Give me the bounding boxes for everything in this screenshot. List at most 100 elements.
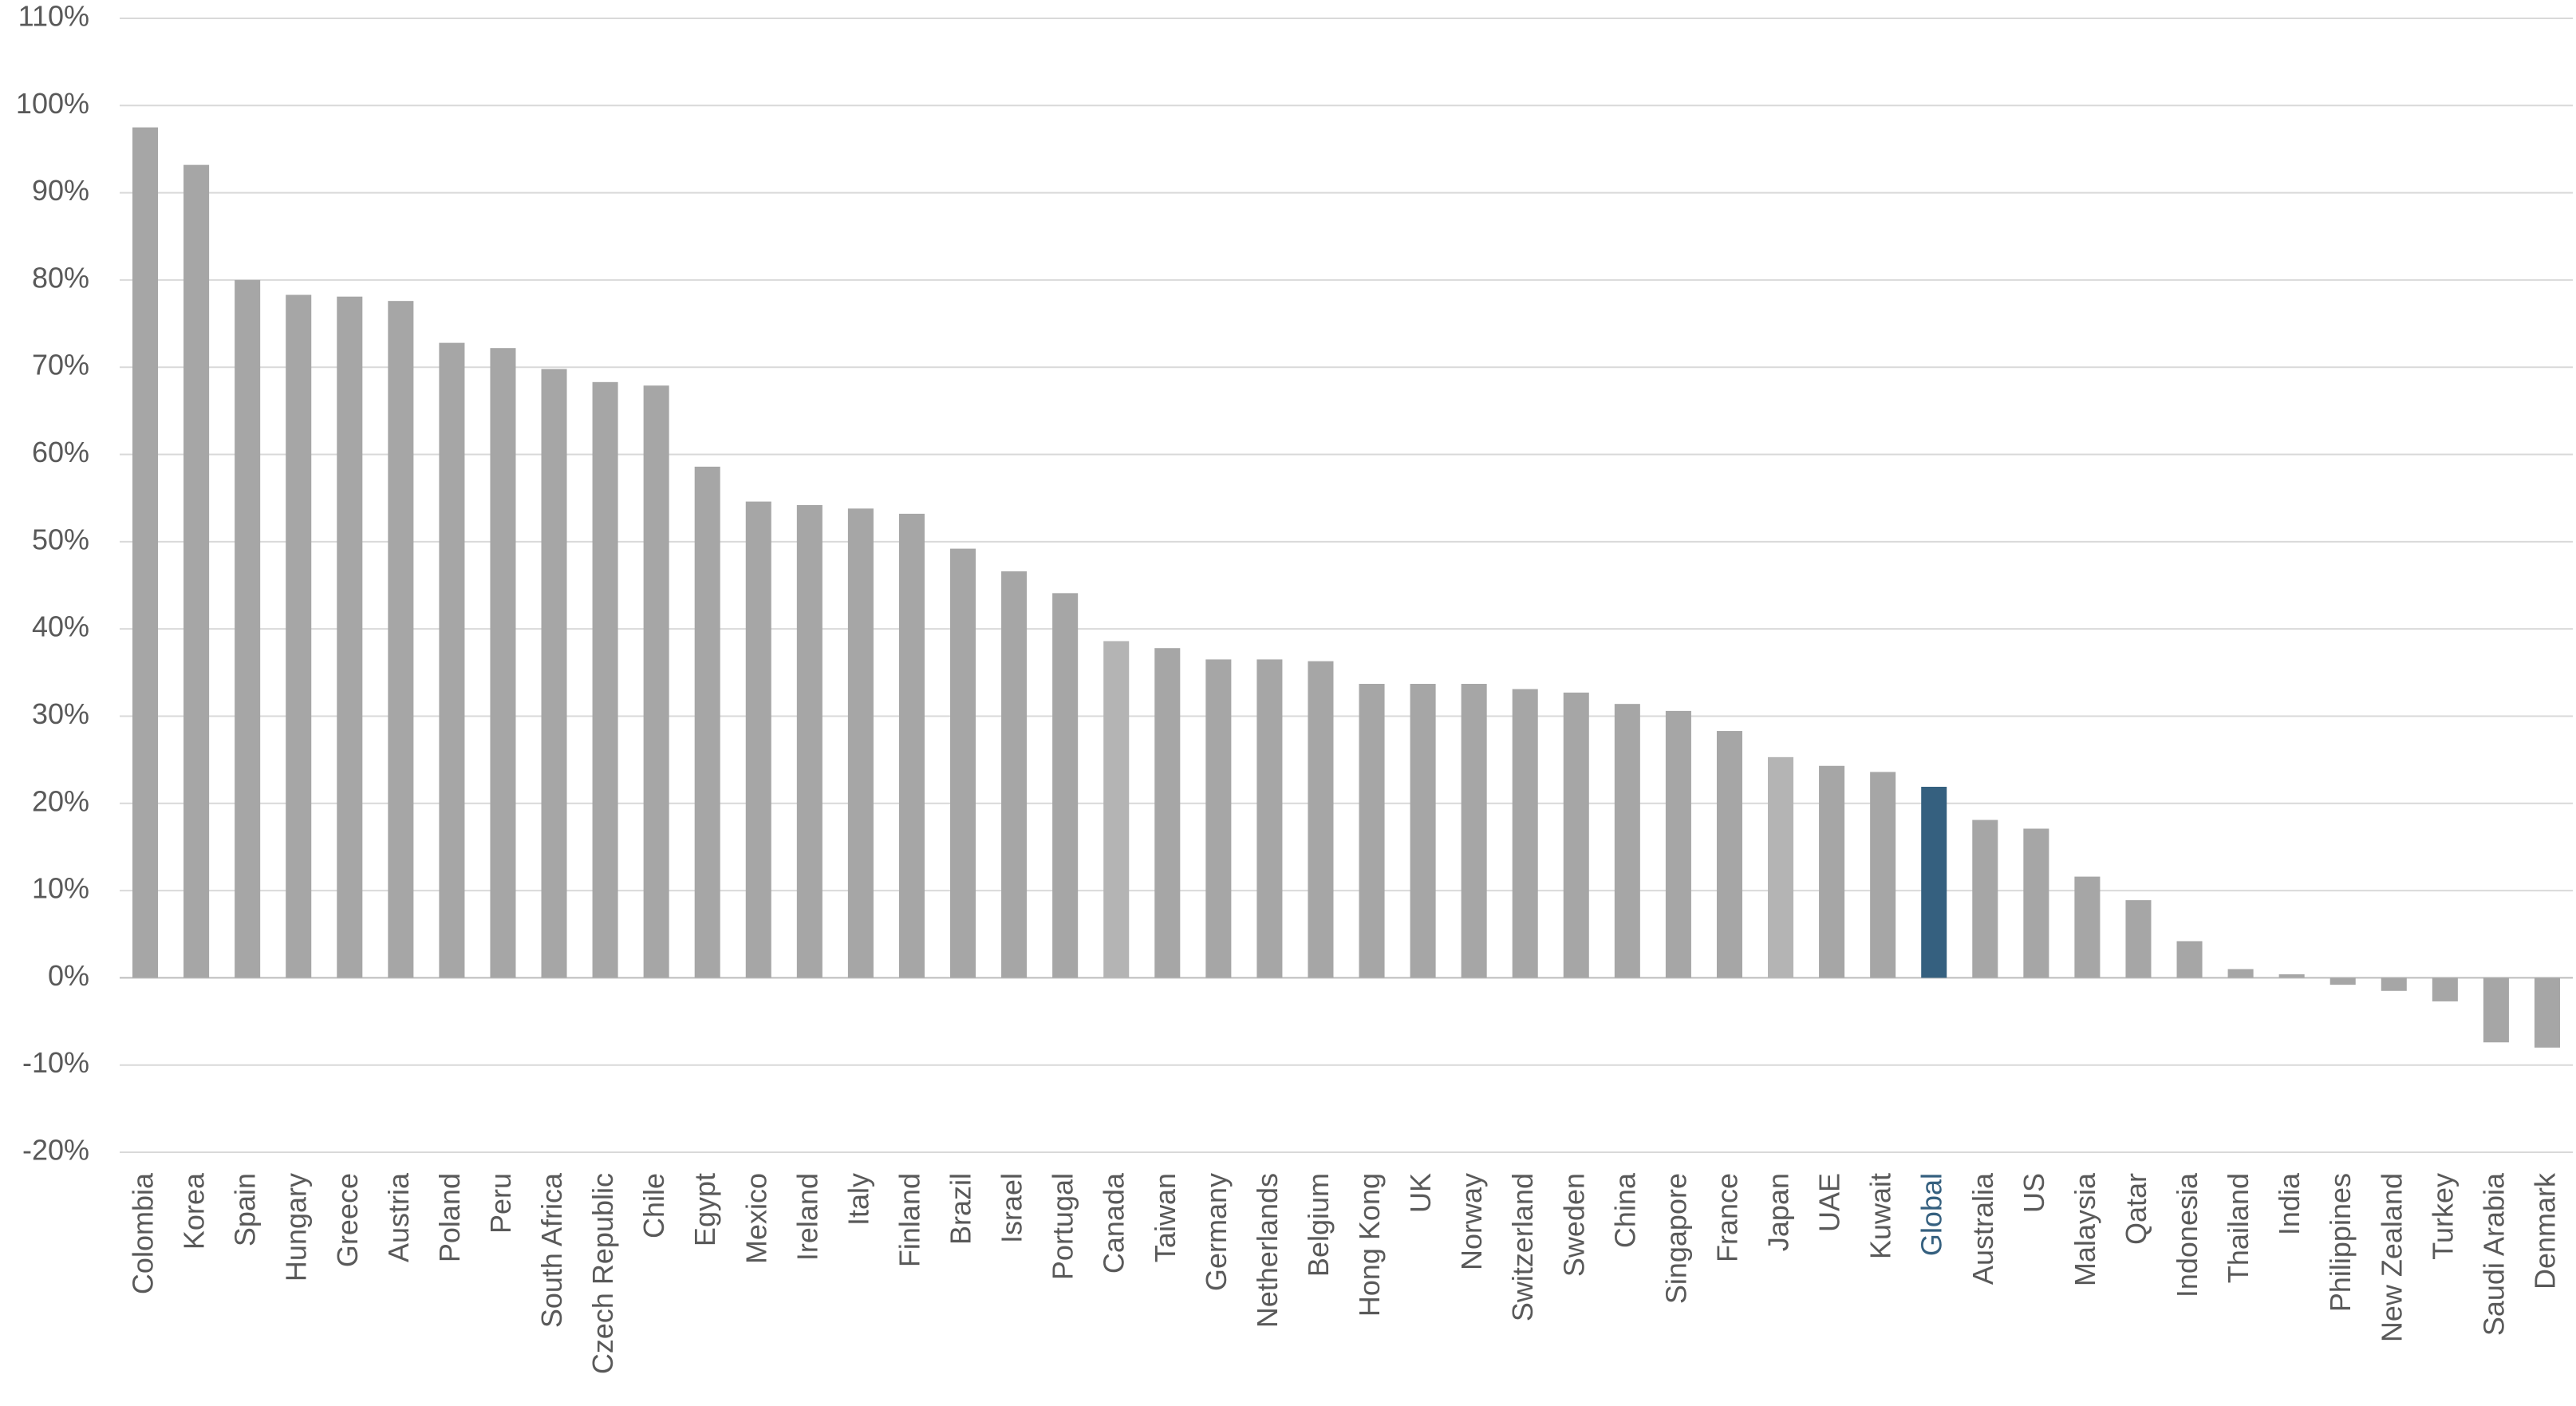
y-tick-label: 110% bbox=[18, 0, 89, 33]
bar bbox=[796, 504, 823, 978]
bar bbox=[1563, 692, 1589, 978]
bar bbox=[1103, 641, 1130, 978]
x-tick-label: Mexico bbox=[740, 1173, 772, 1264]
bar bbox=[2074, 876, 2101, 978]
bar bbox=[847, 508, 874, 978]
x-tick-label: Hungary bbox=[280, 1173, 313, 1282]
x-tick-label: Netherlands bbox=[1251, 1173, 1284, 1328]
x-tick-label: New Zealand bbox=[2375, 1173, 2408, 1342]
y-tick-label: 70% bbox=[32, 349, 89, 381]
x-tick-label: Global bbox=[1915, 1173, 1948, 1256]
bar bbox=[2381, 977, 2407, 991]
bar bbox=[388, 301, 414, 978]
bar bbox=[541, 369, 567, 978]
bar bbox=[1001, 571, 1028, 978]
x-tick-label: UAE bbox=[1813, 1173, 1846, 1232]
x-tick-label: Brazil bbox=[945, 1173, 977, 1245]
x-tick-label: Greece bbox=[331, 1173, 364, 1267]
y-tick-label: 20% bbox=[32, 784, 89, 817]
x-tick-label: Thailand bbox=[2222, 1173, 2254, 1283]
y-tick-label: 60% bbox=[32, 436, 89, 468]
bar bbox=[1308, 661, 1334, 978]
bar bbox=[1512, 689, 1538, 978]
x-tick-label: Norway bbox=[1455, 1173, 1488, 1270]
bar bbox=[2023, 828, 2049, 978]
bar bbox=[592, 381, 618, 978]
bar bbox=[2483, 977, 2509, 1043]
x-tick-label: Canada bbox=[1098, 1172, 1130, 1274]
x-tick-label: Austria bbox=[382, 1172, 415, 1262]
bar bbox=[2278, 974, 2305, 978]
y-tick-label: -20% bbox=[22, 1134, 89, 1167]
x-tick-label: Germany bbox=[1200, 1173, 1233, 1291]
bar bbox=[1410, 684, 1436, 978]
bar bbox=[745, 501, 771, 978]
bar bbox=[1359, 684, 1385, 978]
x-tick-label: Denmark bbox=[2528, 1172, 2561, 1289]
x-tick-label: Singapore bbox=[1659, 1173, 1692, 1304]
x-tick-label: Australia bbox=[1967, 1172, 1999, 1285]
bar bbox=[2125, 900, 2152, 978]
x-tick-label: India bbox=[2273, 1172, 2306, 1235]
x-tick-label: Poland bbox=[433, 1173, 466, 1262]
bar bbox=[1716, 731, 1742, 978]
x-tick-label: Qatar bbox=[2120, 1173, 2152, 1245]
x-tick-label: Sweden bbox=[1557, 1173, 1590, 1277]
x-tick-label: Hong Kong bbox=[1353, 1173, 1386, 1317]
x-tick-label: Spain bbox=[229, 1173, 262, 1246]
bar bbox=[1665, 710, 1691, 978]
y-tick-label: 30% bbox=[32, 697, 89, 730]
x-tick-label: Saudi Arabia bbox=[2477, 1172, 2510, 1336]
y-tick-label: 50% bbox=[32, 523, 89, 555]
x-tick-label: Taiwan bbox=[1149, 1173, 1181, 1262]
bar bbox=[1052, 593, 1079, 978]
y-tick-label: 80% bbox=[32, 261, 89, 294]
bar bbox=[1154, 648, 1181, 978]
bar bbox=[183, 164, 210, 978]
x-tick-label: France bbox=[1710, 1173, 1743, 1262]
bar bbox=[694, 466, 720, 978]
x-tick-label: Chile bbox=[637, 1173, 670, 1238]
x-tick-label: US bbox=[2018, 1173, 2050, 1213]
bar bbox=[2176, 941, 2203, 978]
y-tick-label: 100% bbox=[16, 87, 89, 120]
x-tick-label: Indonesia bbox=[2171, 1172, 2203, 1297]
x-tick-label: Belgium bbox=[1302, 1173, 1335, 1277]
bar bbox=[286, 294, 312, 978]
y-tick-label: 40% bbox=[32, 610, 89, 643]
bar bbox=[1205, 659, 1232, 978]
x-tick-label: Israel bbox=[996, 1173, 1028, 1243]
bar bbox=[1870, 772, 1896, 978]
bar bbox=[1921, 787, 1947, 978]
x-tick-label: Switzerland bbox=[1506, 1173, 1539, 1321]
bar bbox=[1256, 659, 1283, 978]
x-tick-label: China bbox=[1608, 1172, 1641, 1248]
x-tick-label: South Africa bbox=[535, 1172, 568, 1328]
bar bbox=[235, 279, 261, 978]
bar bbox=[132, 127, 159, 978]
x-tick-label: Egypt bbox=[688, 1173, 721, 1246]
bar bbox=[643, 385, 669, 978]
bar bbox=[1768, 756, 1794, 978]
x-tick-label: Malaysia bbox=[2069, 1172, 2101, 1286]
y-tick-label: 90% bbox=[32, 174, 89, 207]
x-tick-label: Japan bbox=[1762, 1173, 1795, 1251]
bar bbox=[1819, 765, 1845, 978]
x-tick-label: Colombia bbox=[127, 1172, 160, 1294]
x-tick-label: Philippines bbox=[2324, 1173, 2357, 1312]
bar bbox=[2432, 977, 2458, 1001]
x-tick-label: Finland bbox=[893, 1173, 925, 1267]
bar bbox=[1972, 820, 1998, 978]
x-tick-label: Korea bbox=[178, 1172, 211, 1250]
x-tick-label: Kuwait bbox=[1864, 1173, 1897, 1259]
x-tick-label: Portugal bbox=[1047, 1173, 1079, 1280]
bar bbox=[490, 348, 516, 978]
y-tick-label: 0% bbox=[48, 959, 89, 992]
x-tick-label: Peru bbox=[484, 1173, 517, 1234]
bar bbox=[2227, 969, 2254, 978]
x-tick-label: Ireland bbox=[791, 1173, 823, 1261]
bar bbox=[2534, 977, 2560, 1048]
bar bbox=[1614, 704, 1640, 978]
